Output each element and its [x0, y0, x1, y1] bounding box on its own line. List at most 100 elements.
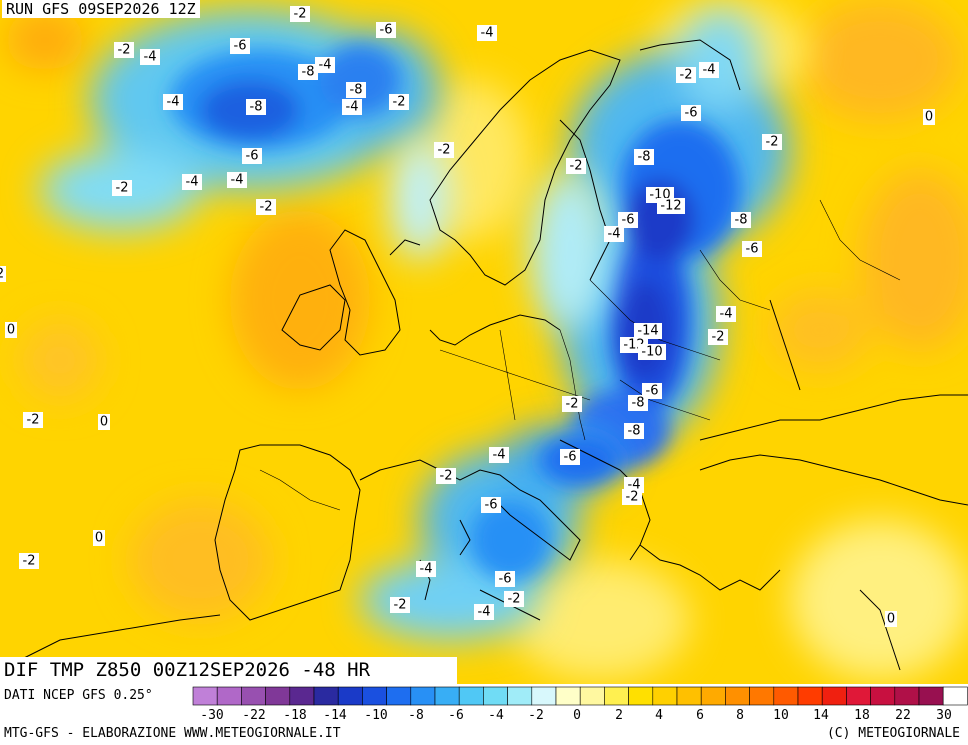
contour-label: -4: [477, 25, 497, 41]
svg-text:-4: -4: [703, 63, 716, 78]
contour-label: -2: [708, 329, 728, 345]
contour-label: -8: [634, 149, 654, 165]
svg-text:-2: -2: [116, 181, 129, 196]
svg-text:-6: -6: [499, 572, 512, 587]
contour-label: 0: [93, 530, 105, 546]
contour-label: -2: [566, 158, 586, 174]
svg-text:-6: -6: [564, 450, 577, 465]
contour-label: -8: [298, 64, 318, 80]
svg-text:0: 0: [100, 415, 108, 430]
contour-label: -4: [182, 174, 202, 190]
svg-text:-8: -8: [302, 65, 315, 80]
svg-text:-2: -2: [394, 598, 407, 613]
svg-text:-4: -4: [720, 307, 733, 322]
svg-text:0: 0: [925, 110, 933, 125]
svg-text:-4: -4: [481, 26, 494, 41]
contour-label: -2: [434, 142, 454, 158]
contour-label: -6: [242, 148, 262, 164]
svg-text:-4: -4: [186, 175, 199, 190]
contour-label: -4: [604, 226, 624, 242]
run-title: RUN GFS 09SEP2026 12Z: [2, 0, 200, 18]
svg-text:-2: -2: [570, 159, 583, 174]
contour-label: -6: [742, 241, 762, 257]
data-source-label: DATI NCEP GFS 0.25°: [4, 688, 153, 703]
contour-label: 2: [0, 266, 6, 282]
svg-text:-2: -2: [438, 143, 451, 158]
contour-label: -6: [495, 571, 515, 587]
svg-text:-2: -2: [626, 490, 639, 505]
svg-text:-2: -2: [508, 592, 521, 607]
contour-label: -4: [315, 57, 335, 73]
contour-label: -2: [114, 42, 134, 58]
contour-label: -6: [230, 38, 250, 54]
svg-text:-2: -2: [766, 135, 779, 150]
contour-label: -2: [622, 489, 642, 505]
contour-label: -4: [163, 94, 183, 110]
contour-label: -8: [346, 82, 366, 98]
svg-text:-8: -8: [350, 83, 363, 98]
contour-label: -2: [112, 180, 132, 196]
contour-label: -2: [504, 591, 524, 607]
svg-text:-14: -14: [637, 324, 658, 339]
svg-text:-6: -6: [246, 149, 259, 164]
svg-text:-2: -2: [260, 200, 273, 215]
contour-label: -4: [489, 447, 509, 463]
svg-text:-2: -2: [680, 68, 693, 83]
svg-text:-2: -2: [440, 469, 453, 484]
contour-label: -4: [716, 306, 736, 322]
coastlines: [19, 39, 968, 671]
svg-text:-8: -8: [632, 396, 645, 411]
contour-label: -4: [227, 172, 247, 188]
svg-text:0: 0: [7, 323, 15, 338]
contour-label: -2: [390, 597, 410, 613]
svg-text:-2: -2: [118, 43, 131, 58]
contour-labels: -2-2 -4-6-6 -4-8-4-8-4 -2-4-8-6-2 -4 -4-2-2-2…: [0, 6, 935, 627]
contour-label: -6: [481, 497, 501, 513]
svg-text:-4: -4: [167, 95, 180, 110]
svg-text:-2: -2: [712, 330, 725, 345]
contour-label: -2: [19, 553, 39, 569]
svg-text:-12: -12: [660, 199, 681, 214]
svg-text:0: 0: [887, 612, 895, 627]
svg-text:-2: -2: [23, 554, 36, 569]
contour-label: -2: [389, 94, 409, 110]
contour-label: -2: [676, 67, 696, 83]
svg-text:0: 0: [95, 531, 103, 546]
contour-label: -2: [23, 412, 43, 428]
svg-text:-6: -6: [646, 384, 659, 399]
contour-label: 0: [923, 109, 935, 125]
contour-label: -8: [628, 395, 648, 411]
svg-text:-6: -6: [746, 242, 759, 257]
svg-text:-4: -4: [608, 227, 621, 242]
svg-text:-2: -2: [566, 397, 579, 412]
svg-text:-2: -2: [27, 413, 40, 428]
borders: [259, 199, 901, 511]
svg-text:-6: -6: [234, 39, 247, 54]
svg-text:-6: -6: [485, 498, 498, 513]
footer-copyright: (C) METEOGIORNALE: [826, 726, 960, 741]
svg-text:-2: -2: [393, 95, 406, 110]
svg-text:-8: -8: [250, 100, 263, 115]
contour-label: -8: [731, 212, 751, 228]
svg-text:-4: -4: [478, 605, 491, 620]
contour-label: 0: [5, 322, 17, 338]
contour-label: -6: [376, 22, 396, 38]
contour-label: -8: [624, 423, 644, 439]
contour-label: -2: [562, 396, 582, 412]
contour-label: -2: [256, 199, 276, 215]
contour-label: -2: [762, 134, 782, 150]
contour-label: -6: [681, 105, 701, 121]
svg-text:-2: -2: [294, 7, 307, 22]
contour-label: -2: [290, 6, 310, 22]
contour-label: -2: [436, 468, 456, 484]
contour-label: 0: [885, 611, 897, 627]
contour-label: -10: [638, 344, 666, 360]
svg-text:-8: -8: [638, 150, 651, 165]
contour-label: 0: [98, 414, 110, 430]
temperature-anomaly-map: -2-2 -4-6-6 -4-8-4-8-4 -2-4-8-6-2 -4 -4-2-2-2…: [0, 0, 968, 684]
svg-text:-8: -8: [628, 424, 641, 439]
svg-text:-4: -4: [144, 50, 157, 65]
footer-credit: MTG-GFS - ELABORAZIONE WWW.METEOGIORNALE…: [4, 726, 341, 741]
svg-text:2: 2: [0, 267, 4, 282]
contour-label: -8: [246, 99, 266, 115]
